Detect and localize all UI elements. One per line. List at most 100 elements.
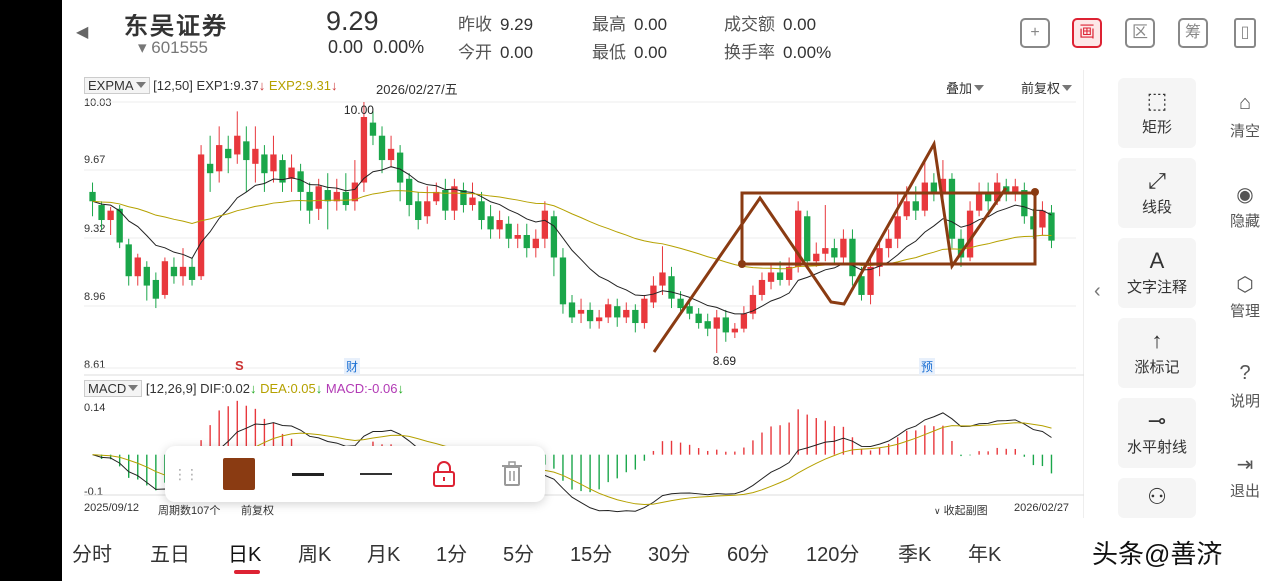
quote-prev-close: 昨收 9.29 bbox=[458, 10, 533, 35]
action-manage[interactable]: ⬡ 管理 bbox=[1210, 272, 1280, 321]
tool-horizontal-ray[interactable]: ⊸ 水平射线 bbox=[1118, 398, 1196, 468]
line-thin-button[interactable] bbox=[351, 446, 401, 502]
tab-60min[interactable]: 60分 bbox=[727, 544, 770, 566]
pattern-icon: ⚇ bbox=[1147, 484, 1167, 509]
candle-body bbox=[903, 201, 910, 217]
marker-financial[interactable]: 财 bbox=[344, 358, 361, 375]
tab-year-k[interactable]: 年K bbox=[968, 544, 1002, 566]
drawing-floating-toolbar: ⋮⋮ bbox=[165, 446, 545, 502]
draw-button[interactable]: 画 bbox=[1072, 18, 1102, 48]
candle-body bbox=[505, 223, 512, 239]
chip-button[interactable]: 筹 bbox=[1178, 18, 1208, 48]
tab-120min[interactable]: 120分 bbox=[806, 544, 860, 566]
candle-body bbox=[351, 182, 359, 202]
action-hide[interactable]: ◉ 隐藏 bbox=[1210, 182, 1280, 231]
dif-value: DIF:0.02 bbox=[200, 381, 250, 396]
collapse-subchart-button[interactable]: ∨ 收起副图 bbox=[934, 502, 988, 518]
action-help[interactable]: ? 说明 bbox=[1210, 362, 1280, 411]
exp2-value: EXP2:9.31 bbox=[268, 78, 331, 93]
tab-season-k[interactable]: 季K bbox=[898, 544, 932, 566]
indicator-selector[interactable]: EXPMA bbox=[84, 77, 150, 94]
candle-body bbox=[577, 309, 585, 314]
tool-more[interactable]: ⚇ bbox=[1118, 478, 1196, 518]
action-label: 清空 bbox=[1229, 123, 1260, 140]
drag-handle-icon[interactable]: ⋮⋮ bbox=[173, 465, 199, 482]
candle-body bbox=[849, 238, 856, 277]
tab-month-k[interactable]: 月K bbox=[367, 544, 401, 566]
color-swatch-button[interactable] bbox=[215, 446, 263, 502]
delete-button[interactable] bbox=[487, 446, 537, 502]
marker-s[interactable]: S bbox=[235, 358, 244, 373]
back-icon[interactable]: ◀ bbox=[76, 24, 89, 41]
overlay-dropdown[interactable]: 叠加 bbox=[946, 78, 984, 97]
candle-body bbox=[822, 248, 829, 254]
stock-name: 东吴证券 bbox=[124, 13, 228, 40]
tab-timeshare[interactable]: 分时 bbox=[72, 544, 112, 566]
candle-body bbox=[939, 178, 947, 192]
candle-body bbox=[957, 238, 965, 258]
phone-icon[interactable]: ▯ bbox=[1234, 18, 1256, 48]
candle-body bbox=[831, 248, 838, 258]
y-tick-label: 9.32 bbox=[84, 223, 106, 235]
tool-text-note[interactable]: A 文字注释 bbox=[1118, 238, 1196, 308]
tab-5min[interactable]: 5分 bbox=[503, 544, 535, 566]
candle-body bbox=[614, 306, 621, 318]
candle-body bbox=[234, 135, 241, 155]
app-screen: ◀ 东吴证券 ▾ 601555 9.29 0.00 0.00% 昨收 9.29 今… bbox=[62, 0, 1280, 581]
main-indicator-bar: EXPMA [12,50] EXP1:9.37↓ EXP2:9.31↓ bbox=[84, 77, 337, 94]
tab-week-k[interactable]: 周K bbox=[298, 544, 332, 566]
stock-code: ▾ 601555 bbox=[138, 38, 208, 57]
tab-30min[interactable]: 30分 bbox=[648, 544, 691, 566]
broom-icon: ⌂ bbox=[1238, 92, 1252, 114]
candle-body bbox=[369, 122, 377, 136]
candle-body bbox=[984, 191, 992, 202]
candle-body bbox=[496, 220, 503, 230]
candle-body bbox=[876, 248, 883, 267]
start-date: 2025/09/12 bbox=[84, 502, 140, 514]
candle-body bbox=[460, 190, 467, 206]
adjust-dropdown[interactable]: 前复权 bbox=[1021, 78, 1072, 97]
action-exit[interactable]: ⇥ 退出 bbox=[1210, 452, 1280, 501]
quote-label: 今开 bbox=[458, 43, 492, 62]
period-tabs: 分时 五日 日K 周K 月K 1分 5分 15分 30分 60分 120分 季K… bbox=[62, 522, 1280, 581]
candle-body bbox=[966, 210, 974, 258]
add-button[interactable]: + bbox=[1020, 18, 1050, 48]
lock-button[interactable] bbox=[419, 446, 469, 502]
candle-body bbox=[333, 191, 340, 202]
kline-chart-area[interactable]: EXPMA [12,50] EXP1:9.37↓ EXP2:9.31↓ 2026… bbox=[66, 70, 1084, 518]
candle-body bbox=[1030, 216, 1037, 230]
candle-body bbox=[415, 201, 422, 221]
line-thick-button[interactable] bbox=[283, 446, 333, 502]
tab-1min[interactable]: 1分 bbox=[436, 544, 468, 566]
candle-body bbox=[894, 216, 901, 239]
max-price-label: 10.00 bbox=[344, 103, 374, 117]
candle-body bbox=[206, 163, 214, 174]
help-icon: ? bbox=[1239, 362, 1251, 384]
segment-icon: ⤢ bbox=[1148, 168, 1166, 193]
candle-body bbox=[478, 201, 485, 221]
tool-up-marker[interactable]: ↑ 涨标记 bbox=[1118, 318, 1196, 388]
collapse-label: 收起副图 bbox=[943, 505, 988, 517]
marker-forecast[interactable]: 预 bbox=[919, 358, 936, 375]
macd-selector[interactable]: MACD bbox=[84, 380, 143, 397]
tool-segment[interactable]: ⤢ 线段 bbox=[1118, 158, 1196, 228]
candle-body bbox=[225, 148, 232, 159]
candle-body bbox=[1012, 186, 1019, 192]
tab-day-k[interactable]: 日K bbox=[228, 544, 262, 566]
quote-value: 0.00 bbox=[634, 43, 668, 62]
candle-body bbox=[288, 167, 295, 179]
candle-body bbox=[442, 190, 449, 211]
collapse-sidebar-icon[interactable]: ‹ bbox=[1094, 280, 1101, 302]
candle-body bbox=[1048, 212, 1055, 241]
candle-body bbox=[804, 216, 811, 262]
tab-five-day[interactable]: 五日 bbox=[150, 544, 190, 566]
candle-body bbox=[858, 276, 865, 295]
zone-button[interactable]: 区 bbox=[1125, 18, 1155, 48]
candle-body bbox=[586, 309, 594, 322]
tab-15min[interactable]: 15分 bbox=[570, 544, 613, 566]
candle-body bbox=[324, 190, 331, 202]
quote-label: 成交额 bbox=[724, 15, 775, 34]
action-clear[interactable]: ⌂ 清空 bbox=[1210, 92, 1280, 141]
tool-rectangle[interactable]: ⬚ 矩形 bbox=[1118, 78, 1196, 148]
candle-body bbox=[623, 309, 630, 318]
